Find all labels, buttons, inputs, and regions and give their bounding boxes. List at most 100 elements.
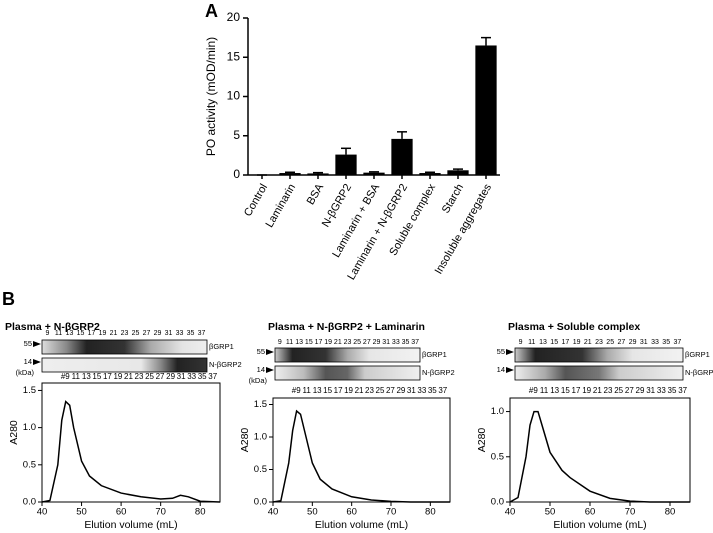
fraction-label: 23 [595, 339, 603, 346]
fraction-label: 25 [353, 339, 361, 346]
fraction-label: 33 [187, 372, 196, 381]
x-tick-label: 50 [307, 507, 318, 518]
fraction-label: 19 [573, 339, 581, 346]
y-tick-label: 0 [233, 167, 240, 181]
chart-title: Plasma + N-βGRP2 [5, 321, 100, 333]
marker-arrow [33, 341, 41, 347]
fraction-label: 9 [519, 339, 523, 346]
fraction-label: 25 [614, 386, 623, 395]
blot-strip [274, 365, 421, 381]
fraction-label: 35 [662, 339, 670, 346]
x-tick-label: Control [242, 182, 270, 219]
marker-arrow [506, 349, 514, 355]
x-tick-label: 40 [268, 507, 279, 518]
fraction-label: 19 [113, 372, 122, 381]
marker-label: 55 [257, 347, 265, 356]
x-tick-label: 70 [155, 507, 166, 518]
x-tick-label: 60 [346, 507, 357, 518]
fraction-label: 29 [166, 372, 175, 381]
plot-frame [272, 397, 451, 503]
fraction-label: 21 [334, 339, 342, 346]
blot-strip [514, 347, 684, 363]
line [272, 409, 450, 503]
marker-arrow [266, 367, 274, 373]
fraction-label: 31 [165, 330, 173, 337]
x-tick-label: 50 [76, 507, 87, 518]
x-tick-label: Insoluble aggregates [433, 182, 495, 277]
fraction-label: 31 [382, 339, 390, 346]
bar [279, 173, 301, 175]
fraction-label: 17 [88, 330, 96, 337]
fraction-label: 29 [636, 386, 645, 395]
fraction-label: 13 [82, 372, 91, 381]
y-tick-label: 0.5 [254, 464, 267, 475]
fraction-label: 35 [402, 339, 410, 346]
y-tick-label: 0.5 [23, 459, 36, 470]
y-tick-label: 15 [227, 49, 241, 63]
fraction-label: 17 [315, 339, 323, 346]
x-tick-label: BSA [305, 181, 327, 207]
y-tick-label: 20 [227, 10, 241, 24]
bar [335, 154, 357, 175]
fraction-label: 19 [582, 386, 591, 395]
fraction-label: 37 [208, 372, 217, 381]
fraction-label: 15 [323, 386, 332, 395]
y-tick-label: 1.0 [491, 406, 504, 417]
fraction-label: 21 [355, 386, 364, 395]
fraction-label: 35 [198, 372, 207, 381]
fraction-label: 33 [657, 386, 666, 395]
fraction-label: 23 [604, 386, 613, 395]
fraction-label: 15 [92, 372, 101, 381]
fraction-label: 13 [66, 330, 74, 337]
fraction-label: 15 [550, 339, 558, 346]
band-label: N-βGRP2 [685, 368, 713, 377]
band-label: βGRP1 [685, 350, 710, 359]
band-label: βGRP1 [422, 350, 447, 359]
fraction-label: 11 [528, 339, 535, 346]
bar [363, 172, 385, 175]
fraction-label: 29 [373, 339, 381, 346]
fraction-label: 25 [145, 372, 154, 381]
fraction-label: 19 [324, 339, 332, 346]
y-tick-label: 0.0 [254, 497, 267, 508]
blot-strip [41, 339, 208, 355]
fraction-label: 19 [344, 386, 353, 395]
bar [307, 173, 329, 175]
fraction-label: #9 [292, 386, 301, 395]
fraction-label: 11 [55, 330, 62, 337]
fraction-label: 15 [561, 386, 570, 395]
fraction-label: 13 [550, 386, 559, 395]
y-tick-label: 1.5 [254, 399, 267, 410]
x-tick-label: 80 [425, 507, 436, 518]
marker-arrow [33, 359, 41, 365]
fraction-label: 13 [539, 339, 547, 346]
fraction-label: 37 [438, 386, 447, 395]
x-tick-label: Starch [440, 182, 466, 216]
y-tick-label: 0.5 [491, 451, 504, 462]
y-tick-label: 5 [233, 128, 240, 142]
fraction-label: 15 [305, 339, 313, 346]
y-axis-label: PO activity (mOD/min) [204, 37, 218, 156]
y-axis-label: A280 [239, 428, 251, 453]
y-axis-label: A280 [476, 428, 488, 453]
x-tick-label: 60 [585, 507, 596, 518]
fraction-label: 19 [99, 330, 107, 337]
panel-label: B [2, 289, 15, 309]
x-tick-label: 70 [386, 507, 397, 518]
x-tick-label: 40 [37, 507, 48, 518]
fraction-label: 25 [606, 339, 614, 346]
fraction-label: 31 [177, 372, 186, 381]
fraction-label: 29 [629, 339, 637, 346]
band-label: βGRP1 [209, 342, 234, 351]
fraction-label: 13 [295, 339, 303, 346]
fraction-label: 23 [135, 372, 144, 381]
fraction-label: 29 [154, 330, 162, 337]
x-axis-label: Elution volume (mL) [315, 519, 408, 531]
blot-strip [274, 347, 421, 363]
fraction-label: 21 [110, 330, 118, 337]
marker-label: 55 [497, 347, 505, 356]
fraction-label: 23 [121, 330, 129, 337]
fraction-label: #9 [61, 372, 70, 381]
bar [419, 173, 441, 175]
fraction-label: 9 [46, 330, 50, 337]
